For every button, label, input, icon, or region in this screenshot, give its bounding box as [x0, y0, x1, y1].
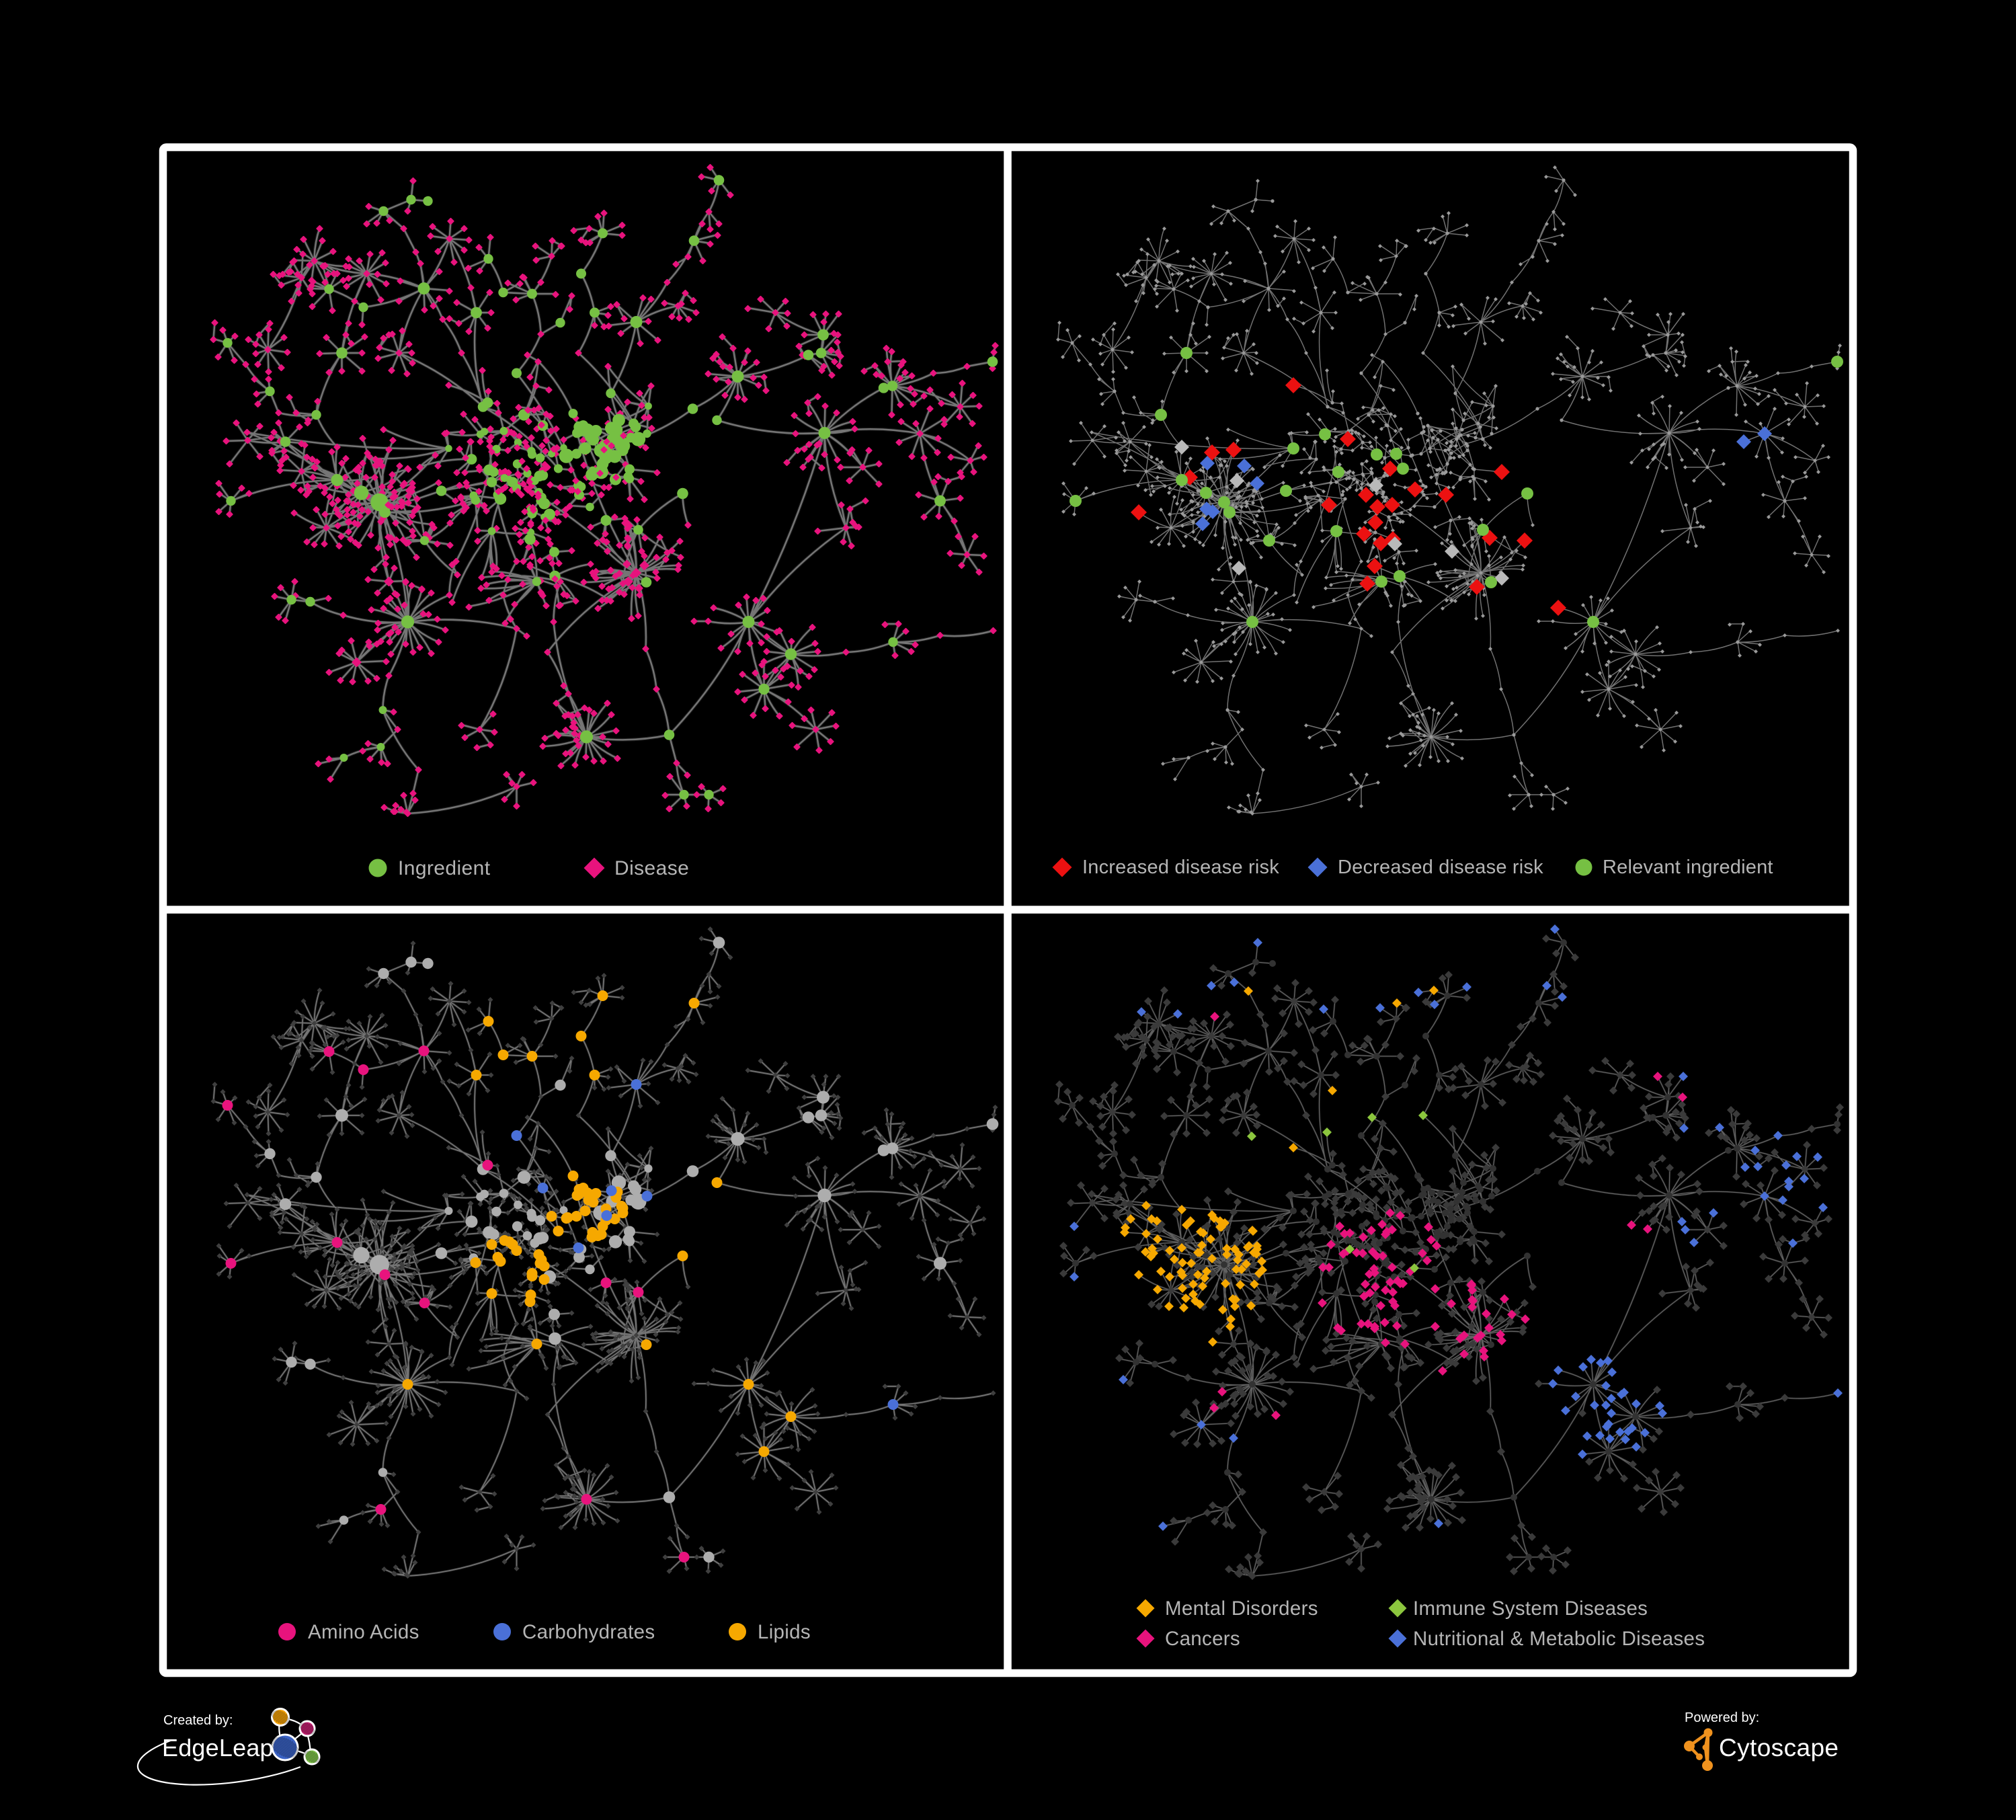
svg-text:Cytoscape: Cytoscape — [1719, 1734, 1839, 1762]
svg-text:Cancers: Cancers — [1165, 1628, 1240, 1650]
svg-text:Powered by:: Powered by: — [1685, 1710, 1759, 1725]
svg-text:Increased disease risk: Increased disease risk — [1082, 857, 1279, 878]
svg-text:Created by:: Created by: — [163, 1713, 233, 1728]
svg-text:Immune System Diseases: Immune System Diseases — [1413, 1597, 1648, 1620]
svg-text:Decreased disease risk: Decreased disease risk — [1338, 857, 1543, 878]
svg-text:Relevant ingredient: Relevant ingredient — [1603, 857, 1773, 878]
svg-text:Carbohydrates: Carbohydrates — [522, 1621, 655, 1643]
svg-text:EdgeLeap: EdgeLeap — [162, 1734, 274, 1762]
svg-text:Amino Acids: Amino Acids — [308, 1621, 419, 1643]
svg-text:Nutritional & Metabolic Diseas: Nutritional & Metabolic Diseases — [1413, 1628, 1705, 1650]
svg-text:Disease: Disease — [614, 857, 689, 879]
svg-text:Mental Disorders: Mental Disorders — [1165, 1597, 1318, 1620]
svg-text:Ingredient: Ingredient — [398, 857, 491, 879]
svg-text:Lipids: Lipids — [758, 1621, 811, 1643]
